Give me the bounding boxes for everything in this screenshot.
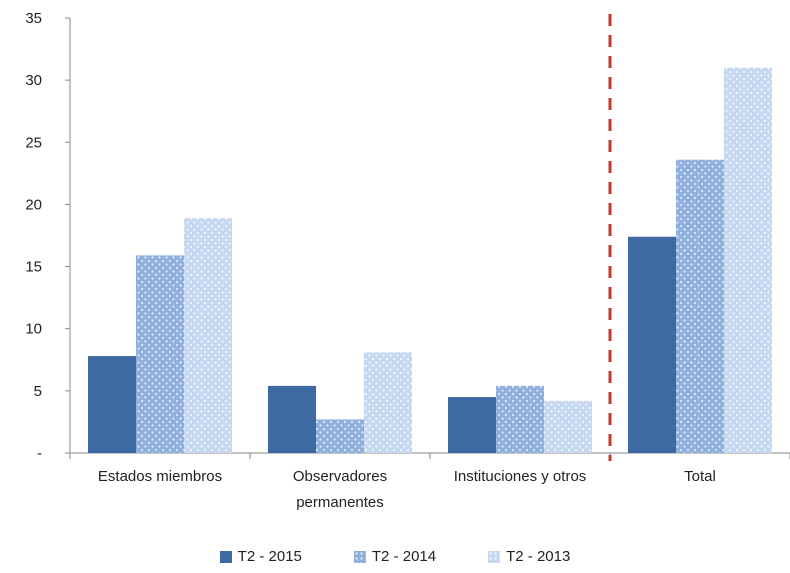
legend-swatch-2015 xyxy=(219,550,232,563)
bar-t2-2014-3 xyxy=(676,159,724,453)
bar-t2-2013-0 xyxy=(184,218,232,453)
bar-t2-2014-1 xyxy=(316,419,364,453)
legend-label-2014: T2 - 2014 xyxy=(371,548,437,565)
legend-label-2015: T2 - 2015 xyxy=(237,548,302,565)
y-tick-label: 35 xyxy=(25,10,42,27)
x-tick-label: Estados miembros xyxy=(98,468,222,485)
bar-chart: - 5 10 15 20 25 30 35 Estados miembros Observador… xyxy=(25,10,790,511)
legend: T2 - 2015 T2 - 2014 T2 - 2013 xyxy=(0,548,790,565)
legend-swatch-2014 xyxy=(353,550,366,563)
bar-t2-2014-0 xyxy=(136,255,184,453)
y-tick-label: - xyxy=(37,445,42,462)
legend-label-2013: T2 - 2013 xyxy=(506,548,571,565)
legend-swatch-2013 xyxy=(488,550,501,563)
bar-t2-2015-1 xyxy=(268,385,316,453)
x-tick-label: Observadores xyxy=(293,468,387,485)
bar-t2-2015-3 xyxy=(628,236,676,453)
bar-t2-2013-2 xyxy=(544,400,592,453)
bar-t2-2013-1 xyxy=(364,352,412,453)
y-tick-label: 15 xyxy=(25,259,42,276)
x-tick-label: Total xyxy=(684,468,716,485)
legend-item-2013: T2 - 2013 xyxy=(488,548,570,565)
y-tick-label: 25 xyxy=(25,134,42,151)
x-tick-label: permanentes xyxy=(296,494,384,511)
y-tick-label: 5 xyxy=(34,383,42,400)
bar-t2-2013-3 xyxy=(724,67,772,453)
legend-item-2014: T2 - 2014 xyxy=(353,548,437,565)
x-tick-label: Instituciones y otros xyxy=(454,468,587,485)
bar-t2-2015-2 xyxy=(448,397,496,453)
bar-t2-2015-0 xyxy=(88,356,136,453)
y-tick-label: 20 xyxy=(25,196,42,213)
y-tick-label: 30 xyxy=(25,72,42,89)
y-tick-label: 10 xyxy=(25,321,42,338)
legend-item-2015: T2 - 2015 xyxy=(219,548,302,565)
bar-t2-2014-2 xyxy=(496,385,544,453)
